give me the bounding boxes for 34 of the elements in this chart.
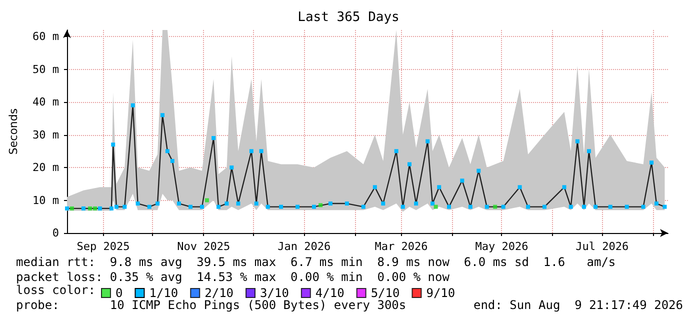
y-axis-title: Seconds [7, 108, 20, 155]
y-tick-label: 0 [52, 226, 59, 240]
x-tick-label: Jan 2026 [278, 240, 331, 253]
x-tick-label: Sep 2025 [76, 240, 130, 253]
legend-label: 4/10 [315, 286, 344, 300]
legend-label: 3/10 [260, 286, 289, 300]
x-tick-label: May 2026 [475, 240, 528, 253]
point [493, 204, 498, 209]
point [318, 203, 323, 208]
legend-label: 5/10 [370, 286, 400, 300]
x-tick-label: Mar 2026 [374, 240, 428, 253]
x-tick-label: Jul 2026 [576, 240, 629, 253]
text: packet loss: 0.35 % avg 14.53 % max 0.00 % min 0.00 % now [16, 270, 450, 284]
point [88, 206, 92, 210]
legend-title: loss color: [16, 283, 96, 297]
y-tick-label: 10 m [32, 194, 60, 207]
point [70, 206, 74, 210]
legend-label: 1/10 [149, 286, 178, 300]
point [92, 206, 97, 210]
chart-title: Last 365 Days [298, 10, 400, 25]
text: probe: 10 ICMP Echo Pings (500 Bytes) every 300s [16, 298, 406, 312]
y-tick-label: 50 m [32, 62, 60, 76]
y-tick-label: 20 m [32, 161, 60, 174]
legend-label: 9/10 [426, 286, 456, 300]
text: median rtt: 9.8 ms avg 39.5 ms max 6.7 ms min 8.9 ms now 6.0 ms sd 1.6 am/s [16, 255, 616, 269]
y-tick-label: 30 m [32, 128, 60, 142]
legend-label: 2/10 [204, 286, 234, 300]
y-tick-label: 60 m [32, 30, 60, 44]
x-tick-label: Nov 2025 [177, 240, 230, 253]
text: end: Sun Aug 9 21:17:49 2026 [473, 298, 683, 312]
y-tick-label: 40 m [32, 96, 60, 109]
point [204, 198, 209, 202]
legend-label: 0 [116, 286, 123, 300]
point [434, 204, 438, 209]
